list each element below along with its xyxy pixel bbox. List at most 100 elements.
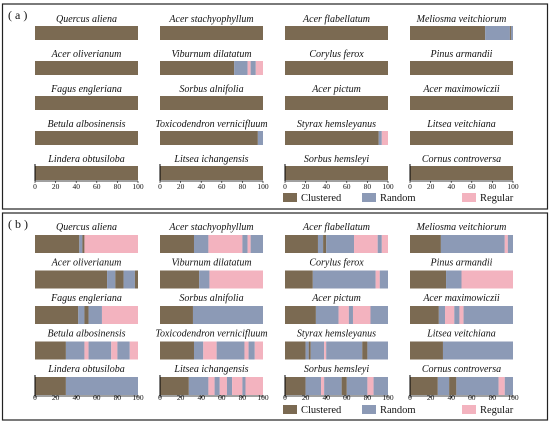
bar-segment-regular bbox=[101, 306, 138, 324]
bar-segment-clustered bbox=[160, 341, 194, 360]
x-tick-label: 60 bbox=[218, 182, 226, 191]
panel-frame bbox=[1, 3, 549, 210]
species-title: Viburnum dilatatum bbox=[171, 258, 251, 269]
x-tick-label: 20 bbox=[177, 182, 185, 191]
legend-swatch-random bbox=[362, 405, 376, 414]
bar-segment-clustered bbox=[35, 131, 138, 145]
bar-segment-clustered bbox=[285, 270, 313, 289]
bar-segment-clustered bbox=[323, 235, 327, 253]
bar-segment-random bbox=[65, 377, 138, 395]
species-title: Litsea veitchiana bbox=[426, 329, 496, 340]
x-tick-label: 40 bbox=[197, 182, 205, 191]
legend-label-regular: Regular bbox=[480, 193, 514, 204]
bar-segment-clustered bbox=[35, 166, 138, 180]
bar-segment-clustered bbox=[285, 377, 306, 395]
legend-label-clustered: Clustered bbox=[301, 405, 342, 416]
bar-segment-random bbox=[78, 306, 85, 324]
bar-segment-random bbox=[507, 235, 513, 253]
bar-segment-random bbox=[324, 377, 342, 395]
bar-segment-clustered bbox=[35, 96, 138, 110]
species-title: Pinus armandii bbox=[430, 258, 493, 269]
species-title: Acer flabellatum bbox=[302, 14, 370, 25]
bar-segment-regular bbox=[504, 235, 508, 253]
x-tick-label: 0 bbox=[408, 182, 412, 191]
x-tick-label: 20 bbox=[52, 393, 60, 402]
x-tick-label: 40 bbox=[72, 393, 80, 402]
bar-segment-clustered bbox=[160, 166, 263, 180]
bar-segment-random bbox=[377, 235, 382, 253]
legend-swatch-random bbox=[362, 193, 376, 202]
bar-segment-clustered bbox=[285, 96, 388, 110]
bar-segment-random bbox=[199, 270, 210, 289]
x-tick-label: 40 bbox=[322, 393, 330, 402]
x-tick-label: 20 bbox=[302, 182, 310, 191]
bar-segment-regular bbox=[324, 341, 327, 360]
species-title: Lindera obtusiloba bbox=[47, 154, 124, 165]
bar-segment-clustered bbox=[160, 61, 235, 75]
bar-segment-random bbox=[346, 377, 368, 395]
bar-segment-random bbox=[510, 26, 513, 40]
x-tick-label: 100 bbox=[132, 393, 144, 402]
bar-segment-clustered bbox=[35, 61, 138, 75]
bar-segment-clustered bbox=[35, 341, 66, 360]
x-tick-label: 0 bbox=[283, 393, 287, 402]
x-tick-label: 60 bbox=[93, 182, 101, 191]
x-tick-label: 60 bbox=[93, 393, 101, 402]
species-title: Meliosma veitchiorum bbox=[416, 14, 507, 25]
bar-segment-random bbox=[193, 341, 204, 360]
x-tick-label: 20 bbox=[177, 393, 185, 402]
bar-segment-clustered bbox=[115, 270, 124, 289]
x-tick-label: 100 bbox=[257, 182, 269, 191]
bar-segment-regular bbox=[111, 341, 118, 360]
x-tick-label: 20 bbox=[427, 182, 435, 191]
bar-segment-random bbox=[438, 306, 446, 324]
bar-segment-random bbox=[442, 341, 513, 360]
bar-segment-random bbox=[326, 341, 363, 360]
bar-segment-random bbox=[248, 341, 255, 360]
legend-swatch-regular bbox=[462, 193, 476, 202]
species-title: Sorbus hemsleyi bbox=[304, 364, 369, 375]
x-tick-label: 80 bbox=[489, 182, 497, 191]
legend-label-random: Random bbox=[380, 405, 416, 416]
bar-segment-clustered bbox=[285, 235, 318, 253]
species-title: Acer pictum bbox=[311, 293, 361, 304]
x-tick-label: 60 bbox=[343, 393, 351, 402]
bar-segment-clustered bbox=[410, 131, 513, 145]
bar-segment-clustered bbox=[160, 96, 263, 110]
species-title: Litsea ichangensis bbox=[173, 154, 248, 165]
x-tick-label: 20 bbox=[427, 393, 435, 402]
bar-segment-clustered bbox=[35, 377, 66, 395]
bar-segment-clustered bbox=[35, 235, 80, 253]
x-tick-label: 100 bbox=[507, 393, 519, 402]
x-tick-label: 80 bbox=[364, 182, 372, 191]
bar-segment-regular bbox=[459, 306, 464, 324]
bar-segment-regular bbox=[208, 235, 243, 253]
bar-segment-clustered bbox=[308, 341, 311, 360]
x-tick-label: 40 bbox=[197, 393, 205, 402]
x-tick-label: 60 bbox=[468, 393, 476, 402]
x-tick-label: 80 bbox=[239, 182, 247, 191]
species-title: Sorbus alnifolia bbox=[179, 84, 243, 95]
bar-segment-regular bbox=[381, 131, 388, 145]
species-title: Quercus aliena bbox=[56, 222, 117, 233]
bar-segment-clustered bbox=[410, 61, 513, 75]
bar-segment-random bbox=[250, 235, 263, 253]
bar-segment-regular bbox=[247, 235, 251, 253]
x-tick-label: 0 bbox=[408, 393, 412, 402]
species-title: Betula albosinensis bbox=[47, 119, 125, 130]
legend-label-random: Random bbox=[380, 193, 416, 204]
bar-segment-regular bbox=[84, 235, 138, 253]
bar-segment-random bbox=[242, 235, 248, 253]
x-tick-label: 60 bbox=[218, 393, 226, 402]
species-title: Acer stachyophyllum bbox=[168, 14, 253, 25]
bar-segment-random bbox=[326, 235, 355, 253]
x-tick-label: 100 bbox=[507, 182, 519, 191]
bar-segment-regular bbox=[338, 306, 349, 324]
bar-segment-random bbox=[440, 235, 505, 253]
bar-segment-clustered bbox=[35, 270, 108, 289]
species-title: Toxicodendron vernicifluum bbox=[155, 119, 267, 130]
x-tick-label: 100 bbox=[132, 182, 144, 191]
species-title: Litsea veitchiana bbox=[426, 119, 496, 130]
bar-segment-random bbox=[305, 377, 322, 395]
